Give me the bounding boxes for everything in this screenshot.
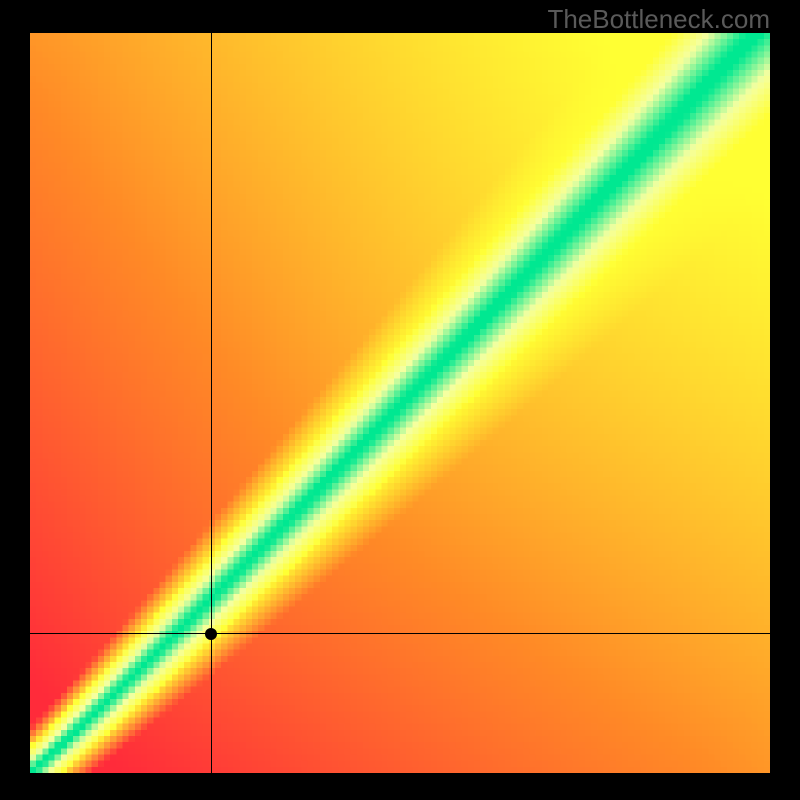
bottleneck-heatmap	[30, 33, 770, 773]
chart-container: { "watermark": { "text": "TheBottleneck.…	[0, 0, 800, 800]
watermark-text: TheBottleneck.com	[547, 4, 770, 35]
